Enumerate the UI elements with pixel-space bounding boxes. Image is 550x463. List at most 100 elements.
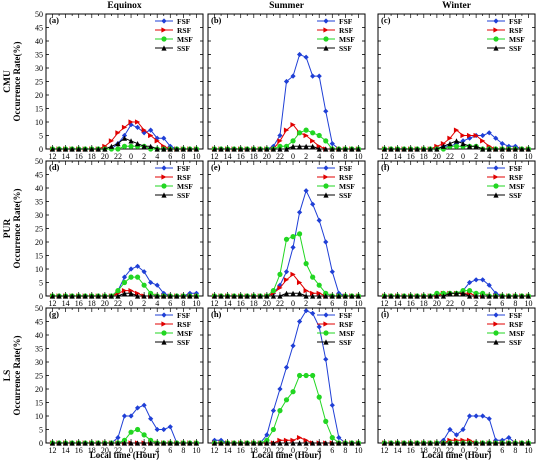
y-tick-label: 25 bbox=[35, 225, 43, 234]
data-point-ssf bbox=[453, 290, 460, 296]
data-point-fsf bbox=[329, 141, 335, 147]
legend-marker-msf bbox=[323, 330, 329, 336]
legend-label-fsf: FSF bbox=[509, 17, 523, 26]
data-point-msf bbox=[316, 282, 322, 288]
data-point-ssf bbox=[244, 440, 250, 446]
y-tick-label: 5 bbox=[39, 426, 43, 435]
x-tick-label: 6 bbox=[330, 299, 334, 308]
data-point-msf bbox=[460, 288, 466, 294]
data-point-ssf bbox=[342, 440, 348, 446]
data-point-fsf bbox=[141, 402, 147, 408]
legend-label-fsf: FSF bbox=[177, 17, 191, 26]
data-point-fsf bbox=[218, 437, 224, 443]
data-point-ssf bbox=[277, 146, 283, 152]
legend-label-msf: MSF bbox=[339, 35, 355, 44]
y-tick-label: 25 bbox=[35, 78, 43, 87]
x-tick-label: 6 bbox=[500, 299, 504, 308]
legend-label-msf: MSF bbox=[177, 35, 193, 44]
data-point-ssf bbox=[323, 440, 329, 446]
legend-label-rsf: RSF bbox=[339, 173, 354, 182]
data-point-msf bbox=[115, 146, 121, 152]
data-point-rsf bbox=[316, 143, 322, 149]
data-point-msf bbox=[316, 394, 322, 400]
x-tick-label: 16 bbox=[75, 299, 83, 308]
column-title-summer: Summer bbox=[269, 1, 305, 11]
legend-label-rsf: RSF bbox=[339, 320, 354, 329]
data-point-msf bbox=[473, 290, 479, 296]
data-point-ssf bbox=[115, 440, 121, 446]
data-point-ssf bbox=[174, 293, 180, 299]
data-point-rsf bbox=[115, 130, 121, 136]
legend-marker-fsf bbox=[493, 312, 499, 318]
data-point-ssf bbox=[296, 290, 303, 296]
data-point-fsf bbox=[486, 282, 492, 288]
data-point-ssf bbox=[154, 440, 160, 446]
legend-marker-msf bbox=[493, 330, 499, 336]
data-point-fsf bbox=[486, 416, 492, 422]
x-tick-label: 22 bbox=[446, 152, 454, 161]
data-point-ssf bbox=[128, 138, 134, 144]
legend-marker-ssf bbox=[493, 339, 499, 345]
legend-marker-msf bbox=[493, 36, 499, 42]
x-tick-label: 2 bbox=[304, 299, 308, 308]
row-label-pur: PUR bbox=[3, 219, 13, 239]
data-point-ssf bbox=[512, 440, 518, 446]
y-tick-label: 25 bbox=[35, 372, 43, 381]
data-point-fsf bbox=[460, 138, 466, 144]
data-point-ssf bbox=[401, 146, 407, 152]
data-point-ssf bbox=[447, 440, 453, 446]
data-point-ssf bbox=[115, 141, 121, 147]
data-point-fsf bbox=[148, 279, 154, 286]
data-point-ssf bbox=[218, 293, 224, 299]
data-point-msf bbox=[290, 138, 296, 144]
data-point-ssf bbox=[290, 440, 296, 446]
x-tick-label: 16 bbox=[407, 152, 415, 161]
legend-label-fsf: FSF bbox=[177, 311, 191, 320]
data-point-ssf bbox=[303, 440, 309, 446]
data-point-fsf bbox=[277, 132, 283, 139]
data-point-fsf bbox=[336, 435, 342, 441]
y-tick-label: 45 bbox=[35, 24, 43, 33]
data-point-ssf bbox=[148, 440, 154, 446]
data-point-ssf bbox=[316, 293, 322, 299]
x-tick-label: 16 bbox=[75, 446, 83, 455]
data-point-msf bbox=[141, 432, 147, 438]
x-tick-label: 0 bbox=[129, 152, 133, 161]
x-tick-label: 12 bbox=[381, 299, 389, 308]
data-point-fsf bbox=[264, 432, 270, 438]
data-point-ssf bbox=[395, 440, 401, 446]
row-label-group: CMU bbox=[3, 70, 13, 93]
x-tick-label: 6 bbox=[168, 299, 172, 308]
data-point-ssf bbox=[180, 440, 186, 446]
series-line-fsf bbox=[52, 404, 197, 444]
series-line-fsf bbox=[214, 310, 359, 444]
y-axis-label: Occurrence Rate(%) bbox=[12, 335, 22, 415]
data-point-msf bbox=[283, 236, 290, 242]
data-point-msf bbox=[323, 138, 329, 144]
legend-marker-fsf bbox=[161, 165, 167, 171]
x-tick-label: 18 bbox=[88, 446, 96, 455]
legend-label-ssf: SSF bbox=[177, 191, 190, 200]
data-point-fsf bbox=[506, 435, 512, 441]
data-point-rsf bbox=[290, 271, 296, 277]
x-tick-label: 0 bbox=[461, 152, 465, 161]
x-tick-label: 20 bbox=[101, 446, 109, 455]
data-point-fsf bbox=[486, 130, 492, 136]
data-point-msf bbox=[323, 418, 329, 424]
x-axis-label: Local time (Hour) bbox=[252, 450, 321, 460]
data-point-ssf bbox=[180, 146, 186, 152]
x-tick-label: 14 bbox=[224, 446, 232, 455]
x-tick-label: 2 bbox=[304, 152, 308, 161]
data-point-ssf bbox=[211, 293, 218, 299]
data-point-ssf bbox=[525, 293, 532, 299]
data-point-ssf bbox=[336, 440, 342, 446]
panel-label: (h) bbox=[211, 309, 222, 319]
y-tick-label: 20 bbox=[35, 385, 43, 394]
data-point-ssf bbox=[440, 293, 447, 299]
data-point-ssf bbox=[381, 146, 388, 152]
data-point-ssf bbox=[76, 440, 82, 446]
data-point-ssf bbox=[453, 138, 460, 144]
row-label-group: PUR bbox=[3, 219, 13, 239]
